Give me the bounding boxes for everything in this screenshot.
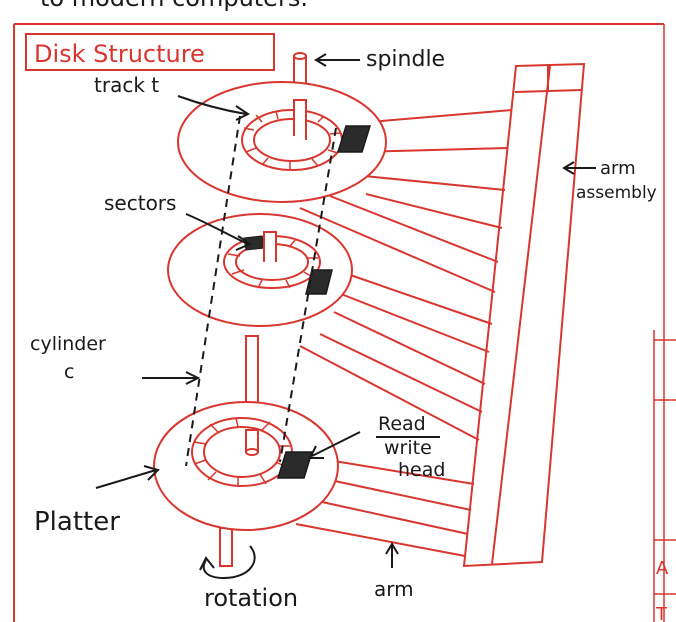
edge-letter-t: T — [655, 604, 668, 622]
platter-middle — [167, 213, 353, 327]
label-read-1: Read — [378, 413, 426, 435]
label-arm-assembly-2: assembly — [576, 183, 657, 203]
label-cylinder-1: cylinder — [30, 333, 106, 355]
cylinder-dashed-lines — [185, 115, 337, 467]
read-write-head-bottom — [276, 451, 314, 479]
label-read-2: write — [384, 437, 432, 459]
title: Disk Structure — [34, 40, 205, 68]
clipped-table-edge: A T — [653, 330, 676, 622]
label-sectors: sectors — [104, 191, 176, 215]
title-box — [25, 33, 275, 71]
edge-letter-a: A — [656, 558, 669, 579]
label-arm: arm — [374, 577, 414, 601]
platter-top — [177, 81, 387, 203]
label-arm-assembly-1: arm — [600, 158, 636, 179]
arm-lines — [295, 109, 513, 557]
label-read-3: head — [398, 459, 445, 481]
platter-bottom — [153, 401, 339, 531]
read-write-head-middle — [305, 269, 333, 295]
label-cylinder-2: c — [64, 361, 74, 383]
arm-assembly — [462, 62, 586, 568]
label-rotation: rotation — [204, 584, 298, 612]
annotation-arrows — [95, 53, 596, 580]
label-track: track t — [94, 73, 159, 97]
label-platter: Platter — [34, 507, 120, 537]
read-write-head-top — [336, 125, 372, 153]
top-text: to modern computers. — [40, 0, 308, 12]
label-spindle: spindle — [366, 47, 445, 72]
